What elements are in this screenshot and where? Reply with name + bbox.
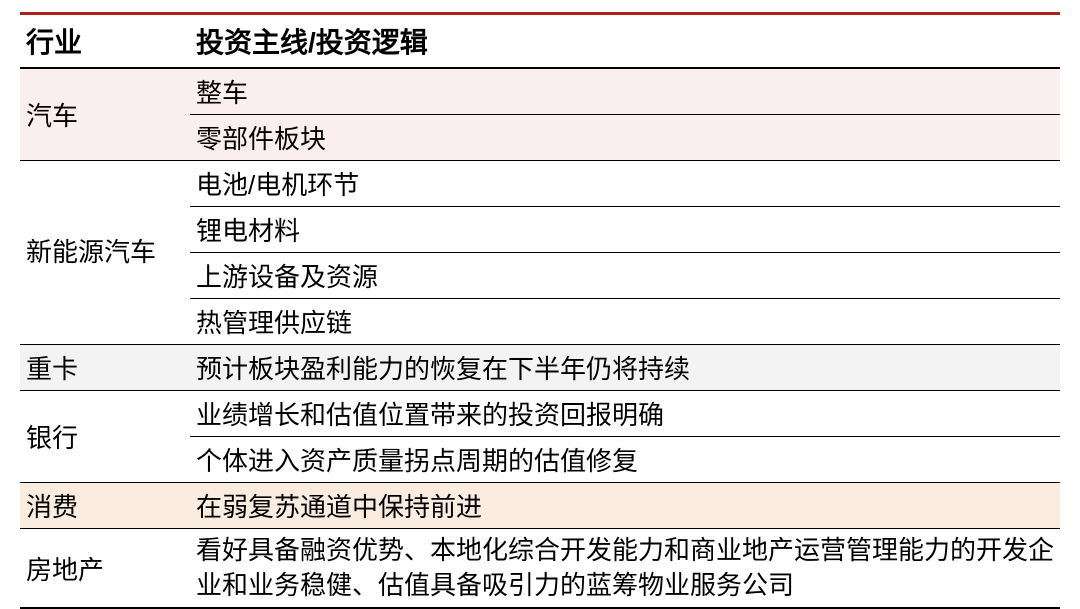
table-row: 房地产 看好具备融资优势、本地化综合开发能力和商业地产运营管理能力的开发企业和业… xyxy=(20,529,1060,609)
cell-theme: 热管理供应链 xyxy=(190,299,1060,345)
table-row: 银行 业绩增长和估值位置带来的投资回报明确 xyxy=(20,391,1060,437)
cell-theme: 整车 xyxy=(190,68,1060,115)
cell-industry: 新能源汽车 xyxy=(20,161,190,345)
table-header-row: 行业 投资主线/投资逻辑 xyxy=(20,14,1060,69)
cell-theme: 在弱复苏通道中保持前进 xyxy=(190,483,1060,529)
cell-industry: 银行 xyxy=(20,391,190,483)
cell-theme: 个体进入资产质量拐点周期的估值修复 xyxy=(190,437,1060,483)
cell-industry: 消费 xyxy=(20,483,190,529)
cell-theme: 零部件板块 xyxy=(190,115,1060,161)
cell-theme: 上游设备及资源 xyxy=(190,253,1060,299)
col-header-theme: 投资主线/投资逻辑 xyxy=(190,14,1060,69)
cell-theme: 锂电材料 xyxy=(190,207,1060,253)
cell-theme: 看好具备融资优势、本地化综合开发能力和商业地产运营管理能力的开发企业和业务稳健、… xyxy=(190,529,1060,609)
cell-theme: 预计板块盈利能力的恢复在下半年仍将持续 xyxy=(190,345,1060,391)
cell-theme: 电池/电机环节 xyxy=(190,161,1060,207)
col-header-industry: 行业 xyxy=(20,14,190,69)
cell-industry: 汽车 xyxy=(20,68,190,161)
table-row: 汽车 整车 xyxy=(20,68,1060,115)
table-row: 新能源汽车 电池/电机环节 xyxy=(20,161,1060,207)
investment-table: 行业 投资主线/投资逻辑 汽车 整车 零部件板块 新能源汽车 电池/电机环节 锂… xyxy=(20,12,1060,609)
cell-industry: 房地产 xyxy=(20,529,190,609)
table-row: 消费 在弱复苏通道中保持前进 xyxy=(20,483,1060,529)
cell-theme: 业绩增长和估值位置带来的投资回报明确 xyxy=(190,391,1060,437)
table-row: 重卡 预计板块盈利能力的恢复在下半年仍将持续 xyxy=(20,345,1060,391)
cell-industry: 重卡 xyxy=(20,345,190,391)
